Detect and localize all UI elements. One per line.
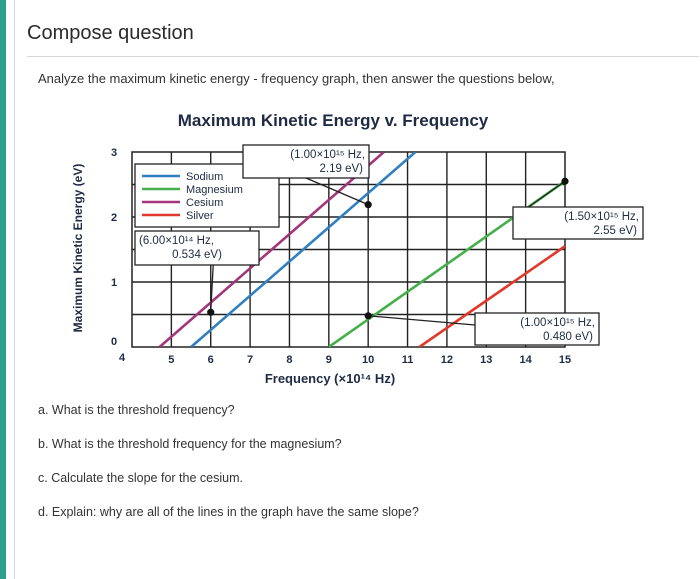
chart-title: Maximum Kinetic Energy v. Frequency [178, 111, 489, 130]
callout-text: (1.00×10¹⁵ Hz, [520, 317, 595, 329]
y-tick-label: 1 [111, 277, 117, 289]
x-axis-label: Frequency (×10¹⁴ Hz) [265, 371, 395, 386]
callout-box [242, 144, 370, 179]
callout-text: 2.19 eV) [320, 163, 364, 175]
x-tick-label: 13 [480, 354, 492, 366]
legend-label-cesium: Cesium [186, 197, 223, 209]
legend-label-sodium: Sodium [186, 171, 223, 183]
callout-text: (1.50×10¹⁵ Hz, [564, 211, 639, 223]
series-line-cesium [158, 152, 385, 347]
question-intro: Analyze the maximum kinetic energy - fre… [38, 71, 555, 86]
data-point [364, 201, 372, 209]
data-point [561, 177, 569, 185]
series-line-sodium [190, 152, 417, 347]
ke-frequency-chart: Maximum Kinetic Energy v. Frequency Sodi… [71, 111, 644, 386]
question-b: b. What is the threshold frequency for t… [38, 437, 342, 451]
callout-text: 2.55 eV) [594, 225, 638, 237]
callout-pointer [305, 177, 369, 206]
x-tick-label: 11 [402, 354, 414, 366]
callout-text: (1.00×10¹⁵ Hz, [290, 149, 365, 161]
x-tick-label: 6 [208, 354, 214, 366]
x-tick-label: 10 [362, 354, 374, 366]
x-tick-label: 5 [168, 354, 174, 366]
question-c: c. Calculate the slope for the cesium. [38, 471, 243, 485]
question-a: a. What is the threshold frequency? [38, 403, 235, 417]
callout-text: (6.00×10¹⁴ Hz, [139, 235, 214, 247]
series-line-silver [418, 245, 565, 347]
data-point [364, 312, 372, 320]
x-tick-label: 15 [559, 354, 571, 366]
callout-text: 0.534 eV) [172, 249, 222, 261]
x-tick-label: 14 [520, 354, 533, 366]
y-tick-label: 3 [111, 147, 117, 159]
callout-box [474, 312, 600, 346]
y-axis-label: Maximum Kinetic Energy (eV) [71, 164, 85, 333]
x-tick-label: 9 [326, 354, 332, 366]
callout-pointer [368, 315, 476, 326]
data-point [207, 308, 215, 316]
callout-box [134, 230, 260, 266]
divider [27, 56, 699, 57]
x-tick-label: 12 [441, 354, 453, 366]
accent-bar [0, 0, 6, 579]
x-tick-label: 4 [119, 352, 126, 364]
legend-label-magnesium: Magnesium [186, 184, 243, 196]
callouts: (6.00×10¹⁴ Hz, 0.534 eV) (1.00×10¹⁵ Hz, 2.1… [134, 144, 644, 346]
callout-text: 0.480 eV) [543, 331, 593, 343]
legend-label-silver: Silver [186, 210, 214, 222]
x-tick-label: 8 [286, 354, 292, 366]
x-tick-label: 7 [247, 354, 253, 366]
compose-title: Compose question [27, 22, 194, 44]
question-d: d. Explain: why are all of the lines in … [38, 505, 419, 519]
y-tick-label: 2 [111, 212, 117, 224]
callout-box [512, 206, 644, 240]
y-tick-label: 0 [111, 336, 117, 348]
